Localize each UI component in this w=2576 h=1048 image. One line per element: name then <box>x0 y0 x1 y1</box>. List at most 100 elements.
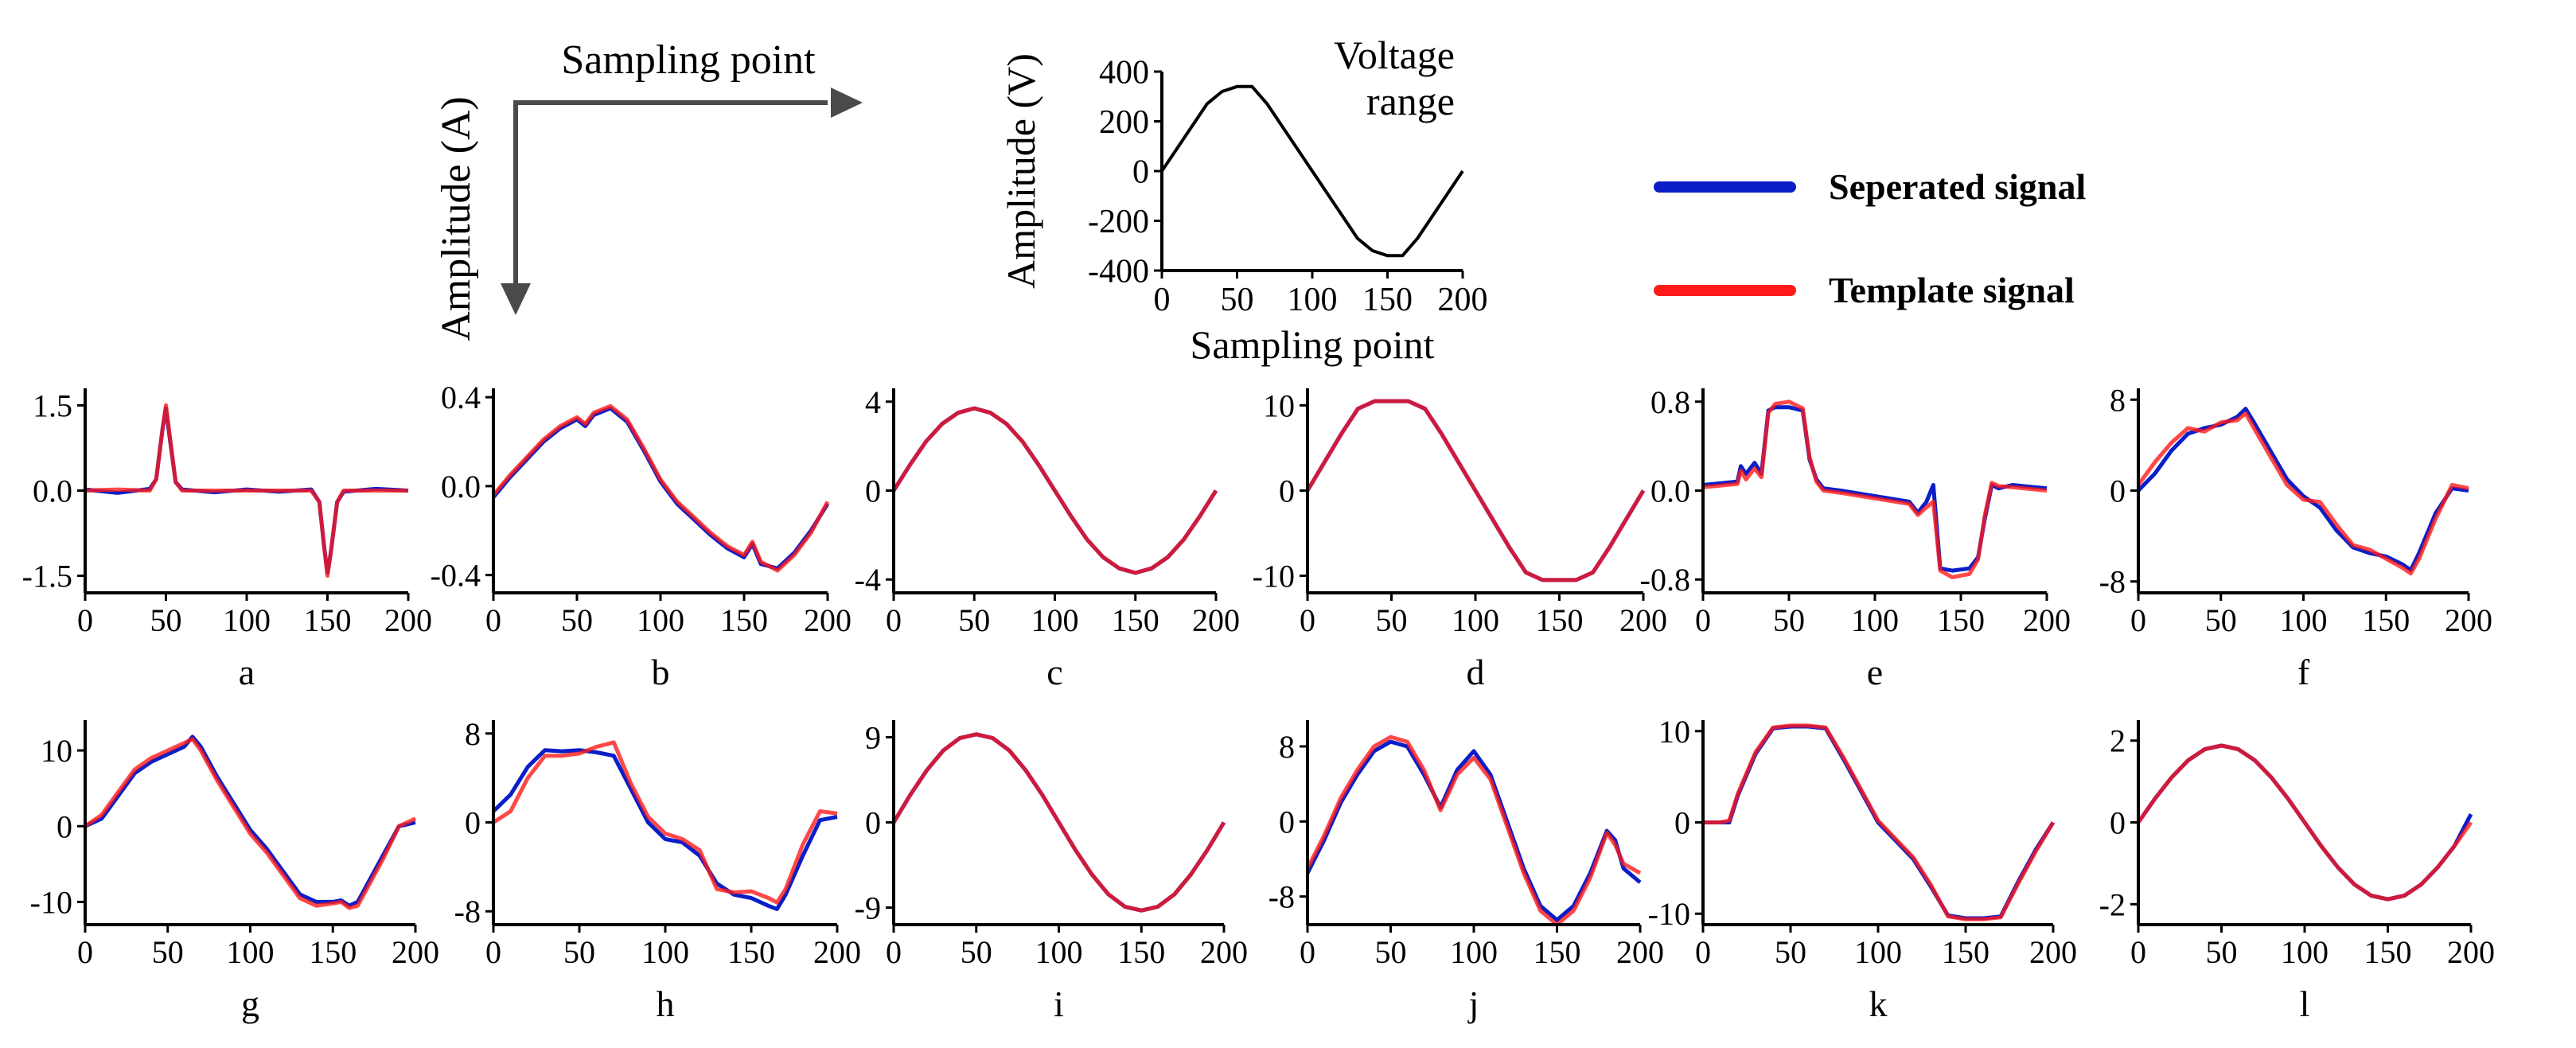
series-a-template-signal <box>84 403 408 579</box>
series-f-seperated-signal <box>2137 407 2469 572</box>
x-tick-label-b: 200 <box>804 602 852 638</box>
y-tick-label-i: -9 <box>855 890 881 926</box>
x-tick-label-e: 150 <box>1937 602 1985 638</box>
y-tick-label-i: 0 <box>865 805 881 841</box>
legend: Seperated signal Template signal <box>1654 166 2086 310</box>
y-tick-label-h: 0 <box>465 805 481 841</box>
x-tick-label-g: 100 <box>227 934 275 970</box>
x-tick-label-g: 200 <box>392 934 439 970</box>
series-c-template-signal <box>891 406 1218 575</box>
x-tick-label-e: 0 <box>1695 602 1711 638</box>
series-e-seperated-signal <box>1702 405 2048 573</box>
x-tick-label-h: 150 <box>727 934 775 970</box>
y-tick-label-voltage: 200 <box>1099 104 1149 141</box>
y-tick-label-k: 10 <box>1658 714 1690 750</box>
panel-label-g: g <box>241 984 259 1024</box>
y-tick-label-k: -10 <box>1648 896 1690 932</box>
x-tick-label-h: 200 <box>813 934 861 970</box>
x-tick-label-a: 50 <box>150 602 182 638</box>
panel-label-h: h <box>657 984 675 1024</box>
x-tick-label-d: 50 <box>1376 602 1408 638</box>
x-tick-label-j: 0 <box>1300 934 1315 970</box>
y-tick-label-j: 0 <box>1279 804 1295 840</box>
series-f-template-signal <box>2136 411 2469 576</box>
x-tick-label-b: 150 <box>720 602 768 638</box>
x-tick-label-k: 150 <box>1942 934 1989 970</box>
y-tick-label-b: 0.0 <box>441 469 481 505</box>
y-tick-label-l: 0 <box>2110 805 2126 841</box>
panel-label-c: c <box>1046 652 1062 692</box>
y-tick-label-b: 0.4 <box>441 380 481 415</box>
x-tick-label-c: 200 <box>1192 602 1240 638</box>
x-tick-label-voltage: 150 <box>1362 282 1413 318</box>
y-tick-label-l: -2 <box>2099 886 2126 922</box>
x-tick-label-a: 150 <box>304 602 352 638</box>
x-tick-label-k: 200 <box>2029 934 2077 970</box>
y-tick-label-b: -0.4 <box>431 558 481 594</box>
y-tick-label-d: 0 <box>1279 473 1295 509</box>
panel-label-j: j <box>1467 984 1479 1024</box>
y-tick-label-h: -8 <box>454 894 481 929</box>
x-tick-label-i: 200 <box>1200 934 1248 970</box>
y-tick-label-j: -8 <box>1269 879 1295 915</box>
series-d-template-signal <box>1305 399 1646 582</box>
x-tick-label-l: 0 <box>2130 934 2146 970</box>
x-tick-label-d: 150 <box>1536 602 1584 638</box>
x-tick-label-k: 50 <box>1775 934 1806 970</box>
x-tick-label-c: 50 <box>958 602 990 638</box>
y-tick-label-e: -0.8 <box>1640 562 1690 598</box>
guide-y-label: Amplitude (A) <box>434 96 479 341</box>
chart-title-voltage: Voltage range <box>1334 33 1455 123</box>
x-tick-label-h: 0 <box>485 934 501 970</box>
chart-e: 0 50 100 150 200 -0.8 0.0 0.8 e <box>1640 384 2071 692</box>
y-tick-label-c: 4 <box>865 384 881 420</box>
panel-label-f: f <box>2297 652 2310 692</box>
x-tick-label-e: 50 <box>1773 602 1805 638</box>
x-tick-label-d: 0 <box>1300 602 1315 638</box>
legend-label-template: Template signal <box>1829 270 2075 310</box>
panel-label-d: d <box>1467 652 1485 692</box>
panel-label-a: a <box>239 652 255 692</box>
series-voltage-voltage <box>1160 84 1464 258</box>
x-tick-label-g: 150 <box>309 934 357 970</box>
x-tick-label-d: 200 <box>1619 602 1667 638</box>
y-tick-label-k: 0 <box>1674 805 1690 841</box>
y-tick-label-voltage: -400 <box>1088 254 1149 290</box>
x-tick-label-j: 150 <box>1534 934 1581 970</box>
chart-title-line: range <box>1366 79 1455 123</box>
x-tick-label-l: 100 <box>2281 934 2329 970</box>
y-tick-label-l: 2 <box>2110 723 2126 759</box>
x-tick-label-i: 150 <box>1117 934 1165 970</box>
chart-voltage: 0 50 100 150 200 -400 -200 0 200 400 Sampling poin… <box>999 33 1488 367</box>
x-tick-label-l: 150 <box>2364 934 2412 970</box>
series-k-template-signal <box>1703 723 2056 921</box>
x-tick-label-b: 100 <box>637 602 684 638</box>
series-b-seperated-signal <box>492 406 830 571</box>
x-tick-label-i: 100 <box>1035 934 1083 970</box>
x-tick-label-h: 50 <box>563 934 595 970</box>
x-tick-label-i: 0 <box>886 934 902 970</box>
axis-direction-guide: Sampling point Amplitude (A) <box>434 37 863 341</box>
x-tick-label-c: 0 <box>886 602 902 638</box>
panel-label-k: k <box>1869 984 1888 1024</box>
series-g-seperated-signal <box>84 734 416 908</box>
x-tick-label-voltage: 100 <box>1288 282 1338 318</box>
x-tick-label-l: 50 <box>2206 934 2238 970</box>
panel-label-e: e <box>1867 652 1883 692</box>
x-tick-label-f: 50 <box>2205 602 2237 638</box>
y-tick-label-f: -8 <box>2099 564 2126 600</box>
panel-label-i: i <box>1054 984 1064 1024</box>
y-tick-label-voltage: 0 <box>1132 154 1149 191</box>
x-tick-label-e: 200 <box>2023 602 2071 638</box>
x-tick-label-voltage: 0 <box>1154 282 1171 318</box>
x-tick-label-a: 0 <box>77 602 93 638</box>
x-tick-label-c: 150 <box>1112 602 1159 638</box>
